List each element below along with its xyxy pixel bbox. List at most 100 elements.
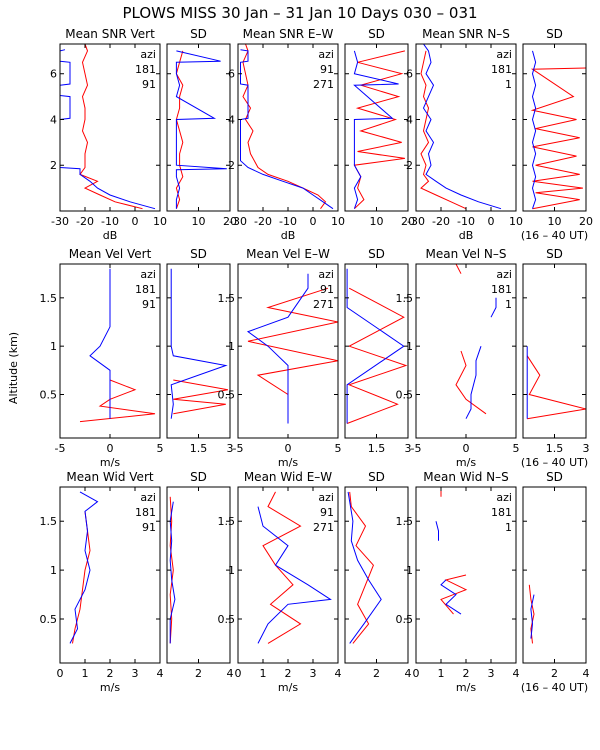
y-tick-label: 1 [406, 340, 413, 353]
legend-entry: 181 [135, 283, 156, 296]
series-group [353, 50, 406, 210]
panel-snr-3: SD 10 20 [344, 27, 415, 228]
series-group [69, 491, 99, 644]
x-tick-label: 3 [310, 667, 317, 680]
panel-title: Mean Vel N–S [426, 247, 507, 261]
series-blue-91 [69, 491, 99, 644]
panel-title: SD [368, 470, 385, 484]
panel-vel-0: Mean Vel Vert azi 181 91 -5 0 5 m/s 0.5 1 1.5 [40, 247, 164, 469]
x-axis-label: (16 – 40 UT) [521, 456, 588, 469]
x-tick-label: 5 [157, 442, 164, 455]
series-group [246, 273, 338, 424]
series-red-181 [173, 379, 228, 415]
y-tick-label: 1 [50, 340, 57, 353]
x-tick-label: 2 [107, 667, 114, 680]
x-tick-label: -20 [254, 215, 272, 228]
series-red-181 [440, 574, 468, 615]
series-blue-91 [89, 268, 111, 419]
legend-header: azi [496, 48, 512, 61]
y-tick-label: 4 [406, 113, 413, 126]
y-tick-label: 1 [228, 564, 235, 577]
panel-vel-5: SD 1.5 3(16 – 40 UT) [521, 247, 590, 469]
x-axis-label: m/s [100, 681, 120, 694]
x-tick-label: -30 [407, 215, 425, 228]
x-tick-label: -30 [229, 215, 247, 228]
x-tick-label: 1.5 [190, 442, 208, 455]
legend-header: azi [318, 491, 334, 504]
series-red-91 [349, 491, 374, 644]
x-tick-label: 1 [438, 667, 445, 680]
x-tick-label: 0 [57, 667, 64, 680]
legend-entry: 181 [135, 506, 156, 519]
legend-entry: 181 [135, 63, 156, 76]
series-red-181 [79, 379, 156, 423]
series-red-181 [169, 496, 174, 644]
x-axis-label: m/s [278, 681, 298, 694]
y-tick-label: 1.5 [396, 515, 414, 528]
panel-title: Mean SNR N–S [422, 27, 510, 41]
series-blue-1 [422, 44, 502, 210]
x-axis-label: dB [103, 229, 118, 242]
y-axis-label: Altitude (km) [7, 332, 20, 404]
panel-title: SD [368, 247, 385, 261]
y-tick-label: 1 [50, 564, 57, 577]
x-tick-label: 0 [235, 667, 242, 680]
series-red-181 [175, 50, 184, 209]
panel-wid-3: SD 2 4 [344, 470, 412, 680]
series-blue-1 [530, 594, 535, 639]
series-blue-271 [240, 49, 334, 210]
series-red-91 [242, 44, 327, 209]
series-group [526, 346, 586, 420]
panel-title: SD [190, 247, 207, 261]
panel-title: Mean SNR E–W [243, 27, 334, 41]
x-axis-label: dB [281, 229, 296, 242]
series-blue-1 [531, 50, 537, 209]
x-tick-label: 10 [509, 215, 523, 228]
x-tick-label: 10 [331, 215, 345, 228]
x-tick-label: 4 [583, 667, 590, 680]
y-tick-label: 0.5 [40, 389, 58, 402]
series-red-181 [420, 50, 467, 210]
legend-entry: 91 [320, 63, 334, 76]
x-axis-label: m/s [456, 681, 476, 694]
x-tick-label: 10 [153, 215, 167, 228]
panel-vel-2: Mean Vel E–W azi 91 271 -5 0 5 m/s 0.5 1 1.5 [218, 247, 342, 469]
panel-vel-1: SD 1.5 3 [166, 247, 234, 455]
x-tick-label: 0 [488, 215, 495, 228]
series-blue-271 [347, 491, 382, 644]
legend-entry: 1 [505, 298, 512, 311]
legend-entry: 91 [142, 78, 156, 91]
x-axis-label: m/s [456, 456, 476, 469]
panel-title: Mean Wid E–W [244, 470, 332, 484]
x-tick-label: 4 [405, 667, 412, 680]
x-tick-label: 0 [463, 442, 470, 455]
x-tick-label: 10 [548, 215, 562, 228]
x-tick-label: 20 [401, 215, 415, 228]
x-tick-label: -10 [279, 215, 297, 228]
panel-title: Mean Wid N–S [423, 470, 508, 484]
y-tick-label: 2 [406, 159, 413, 172]
y-tick-label: 4 [228, 113, 235, 126]
series-blue-1 [435, 521, 439, 541]
panel-title: Mean Vel E–W [246, 247, 330, 261]
x-tick-label: 3 [405, 442, 412, 455]
plot-frame [166, 486, 231, 664]
x-tick-label: 1.5 [368, 442, 386, 455]
x-tick-label: -5 [233, 442, 244, 455]
x-tick-label: 1 [260, 667, 267, 680]
series-red-91 [247, 287, 338, 424]
x-tick-label: 2 [551, 667, 558, 680]
y-tick-label: 1.5 [40, 292, 58, 305]
legend-entry: 181 [491, 506, 512, 519]
y-tick-label: 6 [228, 68, 235, 81]
series-group [346, 268, 408, 424]
x-tick-label: 0 [310, 215, 317, 228]
series-group [60, 44, 156, 210]
series-red-91 [353, 50, 406, 210]
x-tick-label: -30 [51, 215, 69, 228]
y-tick-label: 1 [228, 340, 235, 353]
y-tick-label: 6 [406, 68, 413, 81]
panel-wid-5: SD 2 4(16 – 40 UT) [521, 470, 590, 694]
y-tick-label: 0.5 [40, 613, 58, 626]
